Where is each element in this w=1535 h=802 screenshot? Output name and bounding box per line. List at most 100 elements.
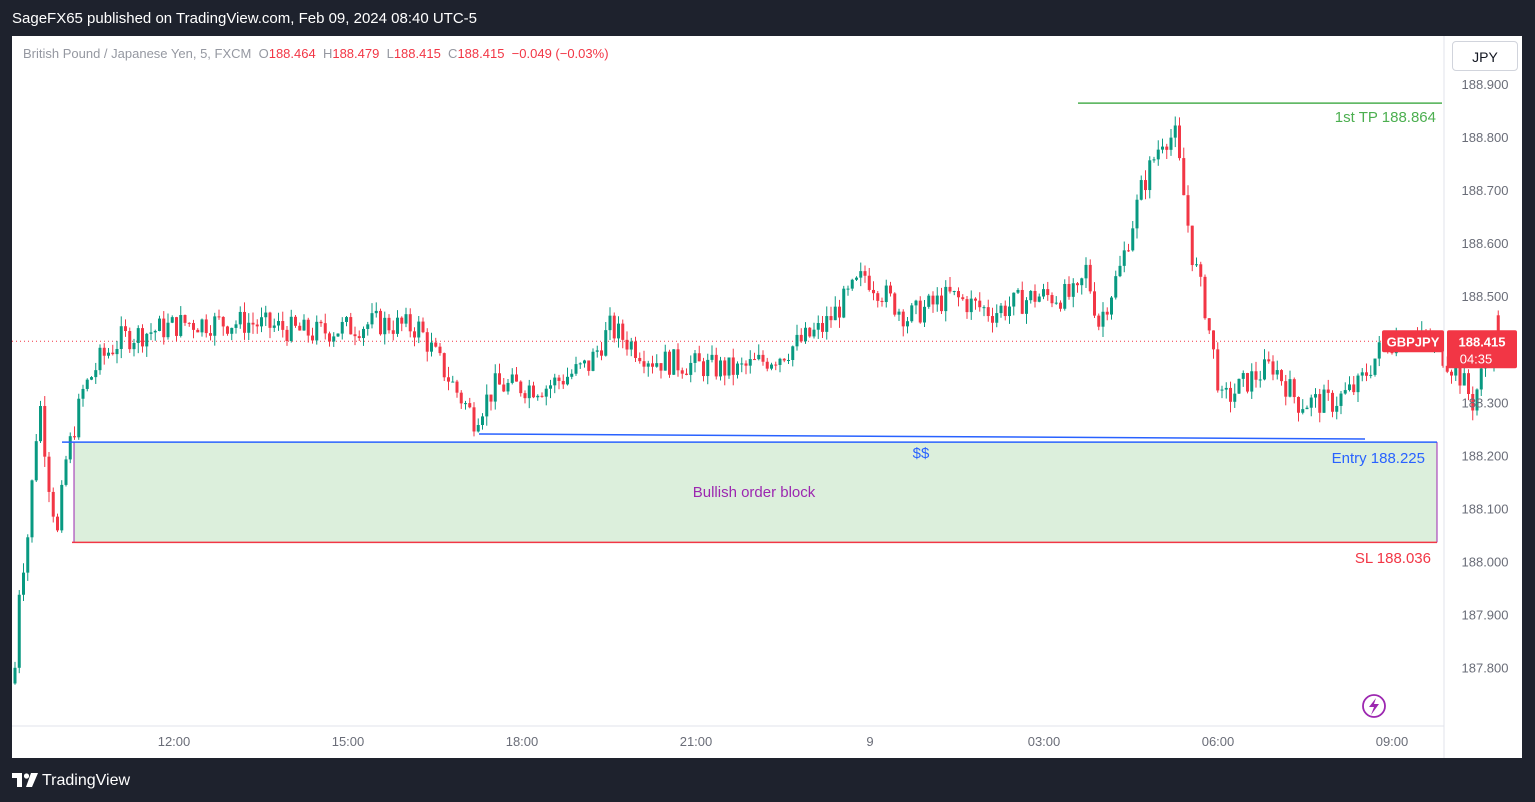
- candle[interactable]: [1020, 289, 1024, 314]
- candle[interactable]: [111, 352, 115, 355]
- candle[interactable]: [1088, 264, 1092, 292]
- candle[interactable]: [897, 311, 901, 315]
- candle[interactable]: [1229, 387, 1232, 402]
- candle[interactable]: [179, 315, 183, 336]
- candle[interactable]: [515, 374, 518, 382]
- candle[interactable]: [918, 300, 922, 323]
- candle[interactable]: [149, 332, 153, 334]
- candle[interactable]: [345, 317, 348, 322]
- candle[interactable]: [264, 312, 268, 318]
- candle[interactable]: [583, 360, 586, 364]
- candle[interactable]: [294, 316, 297, 326]
- candle[interactable]: [1348, 384, 1351, 391]
- candle[interactable]: [204, 319, 208, 334]
- candle[interactable]: [166, 322, 170, 338]
- candle[interactable]: [451, 381, 455, 383]
- candle[interactable]: [1173, 125, 1177, 138]
- lightning-icon[interactable]: [1362, 694, 1386, 718]
- candle[interactable]: [952, 291, 956, 293]
- candle[interactable]: [991, 316, 994, 323]
- candle[interactable]: [217, 316, 221, 318]
- candle[interactable]: [1029, 290, 1033, 301]
- candle[interactable]: [1131, 228, 1135, 251]
- candle[interactable]: [489, 394, 493, 402]
- candle[interactable]: [1114, 276, 1118, 298]
- tradingview-brand[interactable]: TradingView: [42, 772, 131, 789]
- candle[interactable]: [39, 406, 42, 442]
- candle[interactable]: [340, 321, 344, 334]
- candle[interactable]: [1356, 375, 1360, 393]
- candle[interactable]: [1199, 264, 1203, 277]
- candle[interactable]: [901, 311, 905, 327]
- candle[interactable]: [889, 285, 892, 294]
- candle[interactable]: [472, 407, 476, 432]
- candle[interactable]: [680, 370, 684, 374]
- candle[interactable]: [73, 436, 76, 438]
- candle[interactable]: [277, 321, 280, 326]
- candle[interactable]: [927, 295, 931, 307]
- candle[interactable]: [1326, 389, 1330, 393]
- candle[interactable]: [349, 317, 353, 335]
- candle[interactable]: [234, 324, 238, 328]
- candle[interactable]: [268, 312, 272, 328]
- candle[interactable]: [1360, 372, 1364, 376]
- candle[interactable]: [1165, 146, 1169, 150]
- candle[interactable]: [519, 381, 523, 394]
- candle[interactable]: [209, 333, 212, 336]
- candle[interactable]: [247, 322, 251, 333]
- candle[interactable]: [893, 293, 897, 315]
- candle[interactable]: [493, 373, 497, 402]
- candle[interactable]: [510, 374, 514, 383]
- price-chart[interactable]: 1st TP 188.864 Entry 188.225 SL 188.036 Bul…: [12, 36, 1522, 758]
- candle[interactable]: [532, 385, 535, 398]
- candle[interactable]: [1067, 283, 1071, 297]
- candle[interactable]: [1454, 366, 1458, 376]
- candle[interactable]: [162, 318, 166, 338]
- candle[interactable]: [1250, 371, 1254, 392]
- candle[interactable]: [68, 436, 72, 460]
- candle[interactable]: [1101, 311, 1105, 327]
- candle[interactable]: [1152, 159, 1156, 161]
- candle[interactable]: [1156, 149, 1160, 160]
- candle[interactable]: [999, 305, 1003, 314]
- candle[interactable]: [1246, 373, 1249, 392]
- candle[interactable]: [829, 316, 833, 321]
- candle[interactable]: [1258, 379, 1262, 381]
- candle[interactable]: [1186, 195, 1190, 226]
- candle[interactable]: [634, 341, 637, 358]
- candle[interactable]: [685, 373, 688, 375]
- candle[interactable]: [757, 354, 761, 360]
- candle[interactable]: [192, 323, 195, 330]
- candle[interactable]: [578, 363, 582, 365]
- candle[interactable]: [765, 361, 769, 369]
- candle[interactable]: [1042, 289, 1045, 297]
- candle[interactable]: [1343, 390, 1347, 394]
- candle[interactable]: [285, 329, 289, 341]
- candle[interactable]: [1496, 315, 1500, 342]
- candle[interactable]: [1195, 264, 1198, 266]
- candle[interactable]: [693, 353, 697, 363]
- candle[interactable]: [1275, 370, 1279, 375]
- candle[interactable]: [1203, 276, 1207, 319]
- candle[interactable]: [396, 317, 399, 334]
- candle[interactable]: [808, 327, 812, 337]
- candle[interactable]: [421, 321, 425, 333]
- candle[interactable]: [1008, 306, 1011, 317]
- candle[interactable]: [1441, 342, 1445, 366]
- candle[interactable]: [226, 326, 229, 334]
- candle[interactable]: [736, 363, 739, 375]
- candle[interactable]: [64, 459, 68, 485]
- candle[interactable]: [1331, 392, 1334, 412]
- candle[interactable]: [974, 298, 977, 301]
- candle[interactable]: [867, 275, 871, 290]
- candle[interactable]: [944, 286, 948, 312]
- candle[interactable]: [77, 398, 81, 438]
- candle[interactable]: [183, 315, 187, 323]
- candle[interactable]: [812, 329, 816, 337]
- candle[interactable]: [362, 328, 365, 339]
- candle[interactable]: [969, 298, 973, 313]
- candle[interactable]: [872, 289, 875, 294]
- candle[interactable]: [1054, 302, 1058, 304]
- candle[interactable]: [1267, 359, 1271, 362]
- candle[interactable]: [1063, 283, 1067, 309]
